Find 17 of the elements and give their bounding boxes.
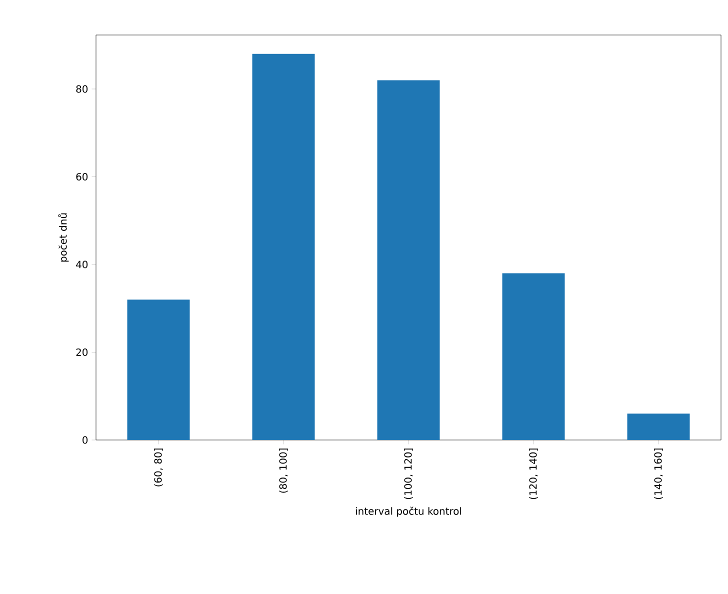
bar: [252, 54, 315, 440]
x-tick-label: (80, 100]: [279, 448, 288, 493]
y-tick-label: 0: [82, 436, 88, 444]
bar: [377, 80, 440, 440]
y-tick-label: 80: [76, 85, 88, 93]
bar: [627, 414, 690, 440]
y-tick-label: 20: [76, 348, 88, 356]
x-tick-label: (120, 140]: [529, 448, 538, 500]
y-axis-title: počet dnů: [58, 213, 69, 262]
x-tick-label: (60, 80]: [154, 448, 163, 486]
x-tick-label: (140, 160]: [654, 448, 663, 500]
y-tick-label: 40: [76, 260, 88, 268]
x-tick-label: (100, 120]: [404, 448, 413, 500]
bar: [127, 300, 190, 440]
x-axis-title: interval počtu kontrol: [356, 506, 462, 517]
y-tick-label: 60: [76, 172, 88, 180]
bar: [502, 273, 565, 440]
